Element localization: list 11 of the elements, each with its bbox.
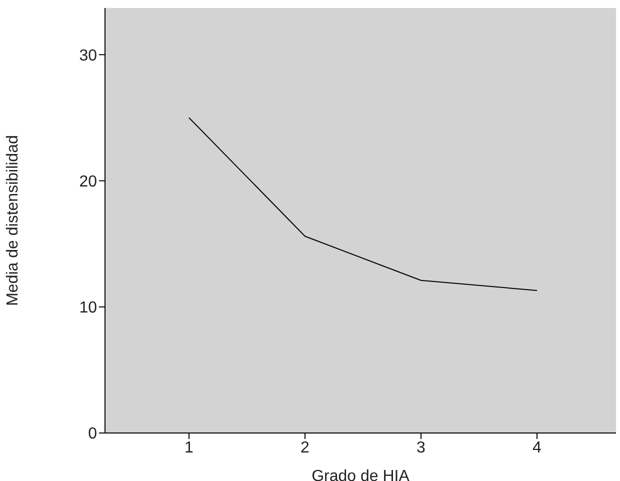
y-axis-title: Media de distensibilidad [4, 135, 22, 306]
x-tick-label: 1 [184, 439, 194, 456]
x-tick-label: 3 [416, 439, 426, 456]
x-tick-label: 2 [300, 439, 310, 456]
x-axis-title: Grado de HIA [312, 468, 410, 481]
y-tick-label: 30 [79, 47, 98, 64]
x-tick-label: 4 [532, 439, 542, 456]
y-tick-label: 0 [88, 426, 98, 443]
y-tick-label: 20 [79, 173, 98, 190]
y-tick-label: 10 [79, 300, 98, 317]
line-series [188, 117, 538, 291]
